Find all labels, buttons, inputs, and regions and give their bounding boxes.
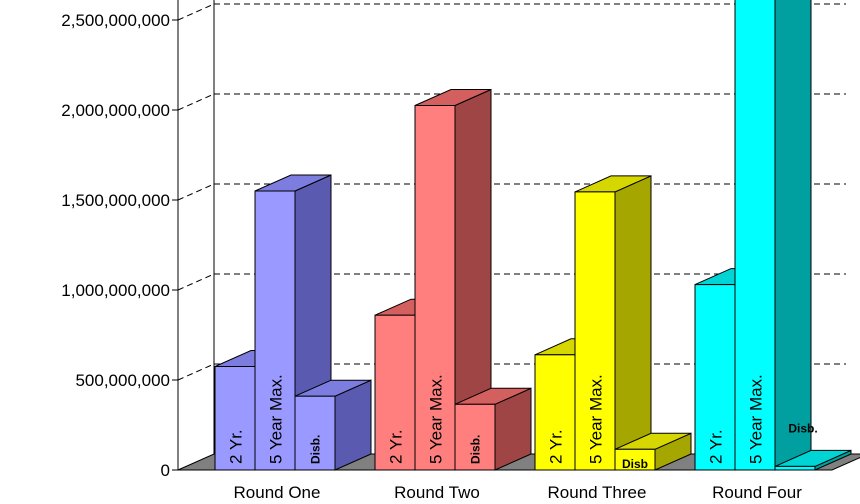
bar (254, 190, 296, 471)
bar-label: Disb. (309, 435, 323, 464)
bar-label: 2 Yr. (226, 429, 245, 464)
y-tick-label: 1,000,000,000 (61, 281, 170, 300)
bar (574, 191, 616, 471)
category-label: Round Four (712, 483, 802, 502)
y-tick-label: 2,500,000,000 (61, 11, 170, 30)
bar (214, 366, 256, 471)
bar-label: 5 Year Max. (266, 374, 285, 464)
bar-label: 5 Year Max. (426, 374, 445, 464)
y-tick-label: 1,500,000,000 (61, 191, 170, 210)
bar-label: 5 Year Max. (746, 374, 765, 464)
category-label: Round Three (548, 483, 647, 502)
bar (454, 403, 496, 471)
y-tick-label: 2,000,000,000 (61, 101, 170, 120)
bar-label: 2 Yr. (386, 429, 405, 464)
bar-label: Disb. (469, 435, 483, 464)
y-tick-label: 500,000,000 (75, 371, 170, 390)
category-label: Round Two (394, 483, 480, 502)
bar (534, 354, 576, 471)
bar-label: Disb (622, 457, 648, 471)
gridline-side (177, 3, 215, 21)
gridline-side (177, 93, 215, 111)
bar-side (614, 175, 652, 471)
bar-label: 5 Year Max. (586, 374, 605, 464)
bar-side (774, 0, 812, 471)
gridline-side (177, 273, 215, 291)
gridline-side (177, 363, 215, 381)
bar-label: Disb. (788, 421, 817, 435)
bar-label: 2 Yr. (706, 429, 725, 464)
gridline-side (177, 183, 215, 201)
bar (734, 0, 776, 471)
bar (774, 465, 816, 471)
bar (414, 105, 456, 471)
bar (694, 284, 736, 471)
bar (374, 314, 416, 471)
bar (294, 395, 336, 471)
category-label: Round One (234, 483, 321, 502)
bar-label: 2 Yr. (546, 429, 565, 464)
y-tick-label: 0 (161, 461, 170, 480)
bar (614, 448, 656, 471)
